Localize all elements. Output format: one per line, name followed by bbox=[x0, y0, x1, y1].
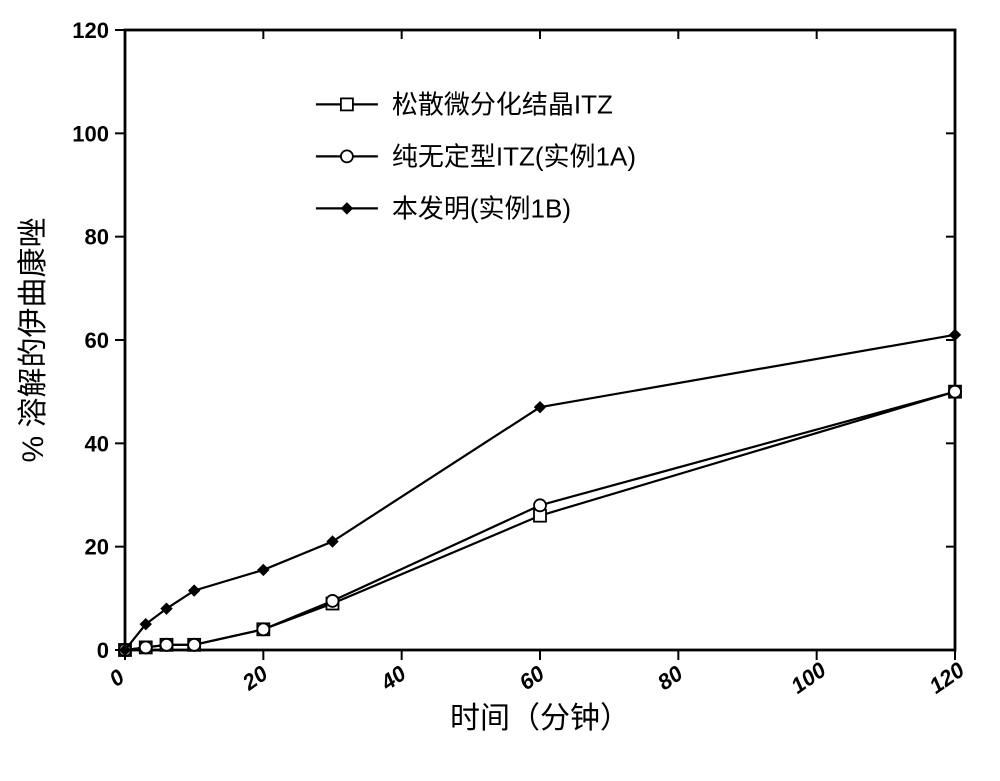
legend-label: 松散微分化结晶ITZ bbox=[392, 89, 613, 119]
y-tick-label: 20 bbox=[85, 535, 109, 560]
legend-label: 本发明(实例1B) bbox=[392, 193, 571, 223]
y-tick-label: 80 bbox=[85, 225, 109, 250]
y-tick-label: 40 bbox=[85, 431, 109, 456]
y-tick-label: 120 bbox=[72, 18, 109, 43]
y-tick-label: 60 bbox=[85, 328, 109, 353]
y-tick-label: 100 bbox=[72, 121, 109, 146]
y-axis-title: % 溶解的伊曲康唑 bbox=[17, 217, 50, 462]
y-tick-label: 0 bbox=[97, 638, 109, 663]
x-axis-title: 时间（分钟） bbox=[450, 702, 630, 735]
chart-container: 020406080100120020406080100120时间（分钟）% 溶解… bbox=[0, 0, 1000, 781]
legend-label: 纯无定型ITZ(实例1A) bbox=[392, 141, 636, 171]
chart-svg: 020406080100120020406080100120时间（分钟）% 溶解… bbox=[0, 0, 1000, 781]
